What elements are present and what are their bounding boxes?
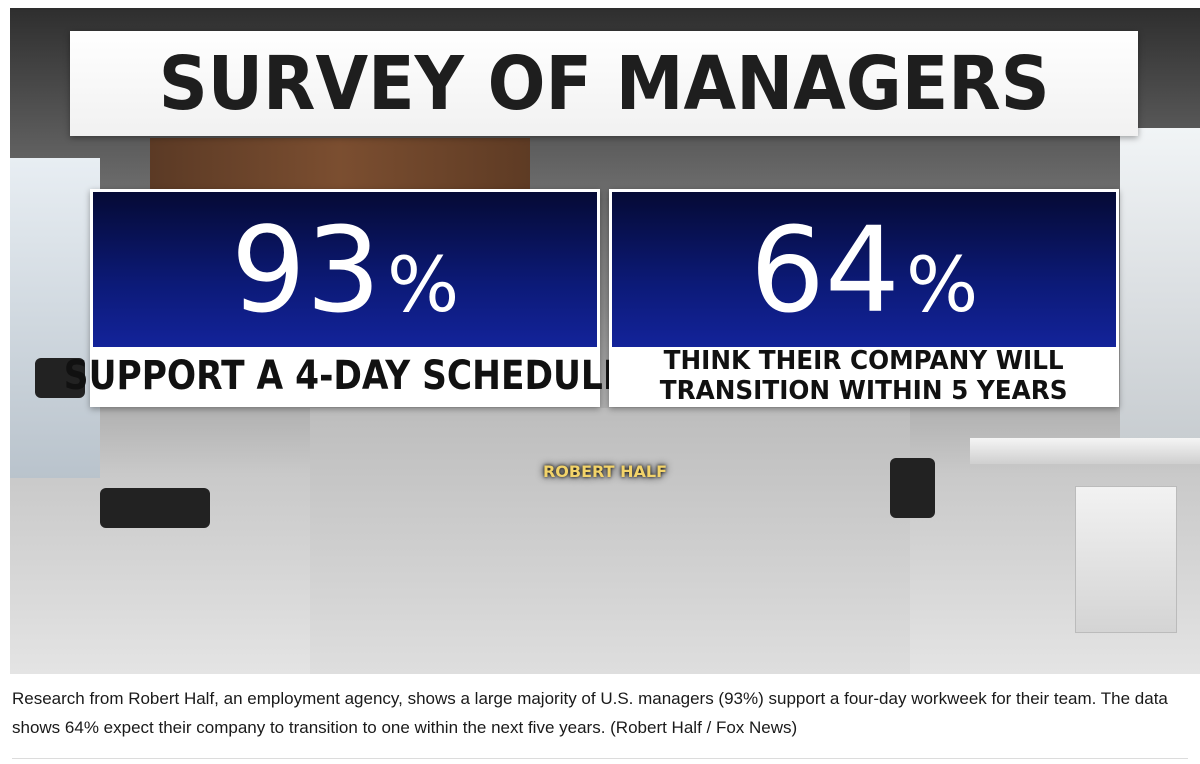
stat-percentage: 93% xyxy=(231,211,459,329)
office-chair xyxy=(890,458,935,518)
stat-caption-panel: THINK THEIR COMPANY WILL TRANSITION WITH… xyxy=(612,346,1116,406)
file-cabinet xyxy=(1075,486,1177,633)
office-window-right xyxy=(1120,128,1200,448)
stat-value: 93 xyxy=(230,200,381,339)
headline-banner: SURVEY OF MANAGERS xyxy=(70,31,1138,136)
stat-caption-line1: THINK THEIR COMPANY WILL xyxy=(663,345,1065,376)
stat-number-panel: 93% xyxy=(93,192,597,347)
stat-caption: THINK THEIR COMPANY WILL TRANSITION WITH… xyxy=(660,346,1068,406)
office-desk xyxy=(970,438,1200,464)
stat-caption-line2: TRANSITION WITHIN 5 YEARS xyxy=(660,375,1068,406)
percent-sign: % xyxy=(905,239,979,329)
office-window-left xyxy=(10,158,100,478)
stat-percentage: 64% xyxy=(750,211,978,329)
divider xyxy=(12,758,1188,759)
stat-number-panel: 64% xyxy=(612,192,1116,347)
stat-caption-panel: SUPPORT A 4-DAY SCHEDULE xyxy=(64,347,626,404)
headline-title: SURVEY OF MANAGERS xyxy=(158,40,1050,127)
source-label: ROBERT HALF xyxy=(542,462,668,481)
image-caption: Research from Robert Half, an employment… xyxy=(12,689,1168,737)
office-corridor xyxy=(310,408,910,674)
office-chair xyxy=(100,488,210,528)
stat-value: 64 xyxy=(749,200,900,339)
stat-caption: SUPPORT A 4-DAY SCHEDULE xyxy=(63,352,627,399)
percent-sign: % xyxy=(386,239,460,329)
stat-card-support: 93% SUPPORT A 4-DAY SCHEDULE xyxy=(64,189,626,407)
stat-card-transition: 64% THINK THEIR COMPANY WILL TRANSITION … xyxy=(609,189,1119,407)
office-chair xyxy=(35,358,85,398)
wood-panel xyxy=(150,138,530,198)
